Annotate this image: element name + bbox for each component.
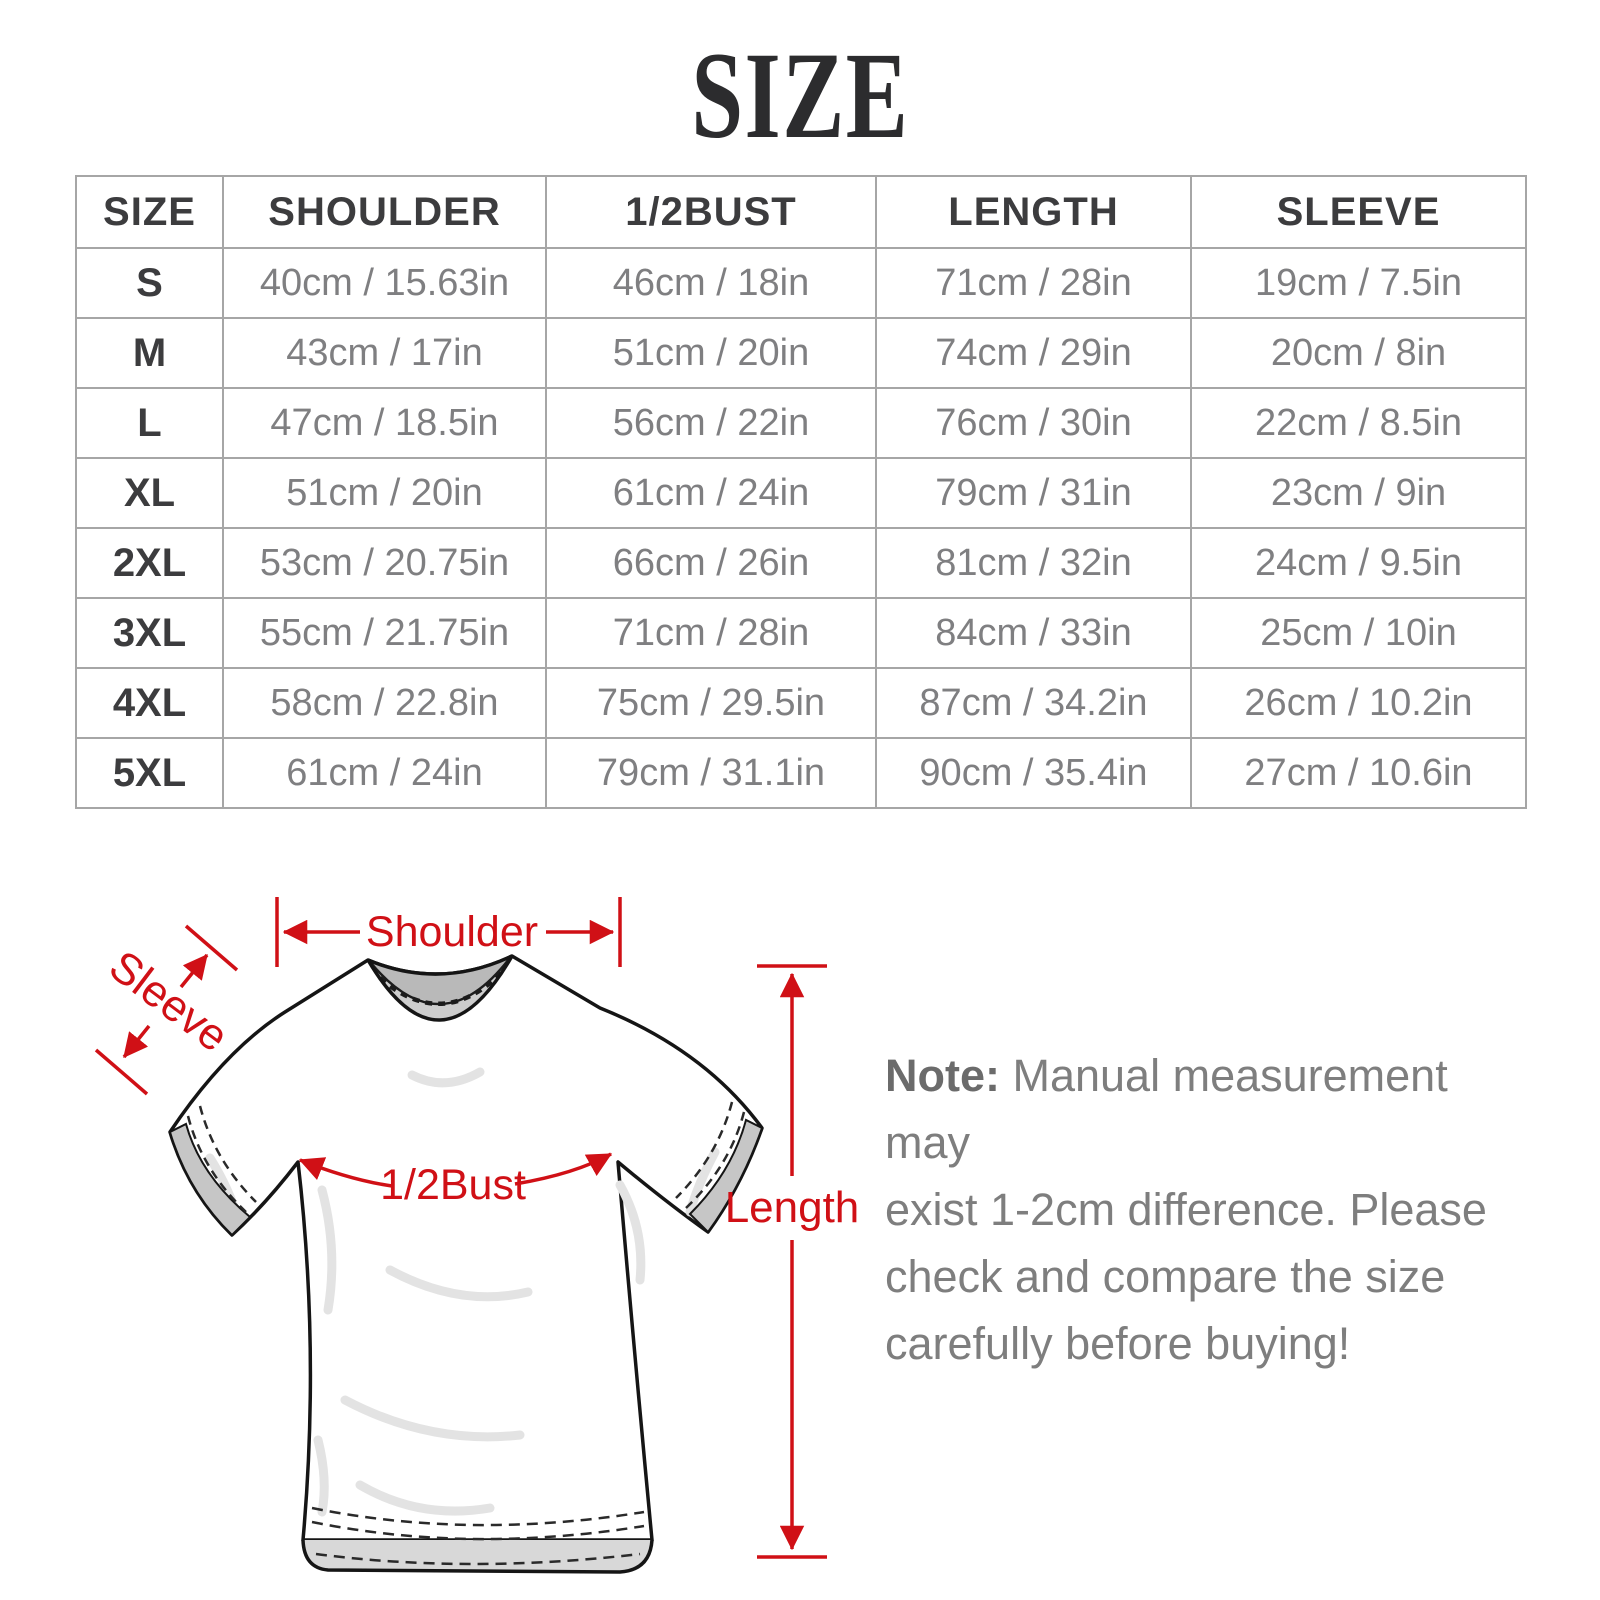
column-header-sleeve: SLEEVE (1190, 175, 1527, 249)
row-size-label: 3XL (75, 597, 224, 669)
table-row: S 40cm / 15.63in 46cm / 18in 71cm / 28in 19c… (75, 247, 1527, 319)
measurement-cell: 27cm / 10.6in (1190, 737, 1527, 809)
measurement-cell: 58cm / 22.8in (222, 667, 547, 739)
table-row: XL 51cm / 20in 61cm / 24in 79cm / 31in 23cm … (75, 457, 1527, 529)
measurement-cell: 61cm / 24in (222, 737, 547, 809)
measurement-cell: 66cm / 26in (545, 527, 877, 599)
measurement-cell: 76cm / 30in (875, 387, 1192, 459)
sleeve-arrow-down (122, 1024, 151, 1059)
measurement-cell: 26cm / 10.2in (1190, 667, 1527, 739)
collar-back-edge (367, 954, 513, 976)
sleeve-tick-lower (94, 1048, 149, 1096)
dimension-annotations (94, 897, 827, 1559)
note-label: Note: (885, 1050, 1000, 1101)
bust-dimension (298, 1152, 613, 1188)
measurement-cell: 20cm / 8in (1190, 317, 1527, 389)
sleeve-label: Sleeve (100, 941, 237, 1061)
hem-roll (301, 1539, 654, 1574)
measurement-cell: 53cm / 20.75in (222, 527, 547, 599)
measurement-cell: 19cm / 7.5in (1190, 247, 1527, 319)
measurement-cell: 90cm / 35.4in (875, 737, 1192, 809)
row-size-label: 5XL (75, 737, 224, 809)
collar-rib-band (368, 956, 512, 1003)
collar-band-edge (370, 958, 510, 1006)
note-line: Note: Manual measurement may (885, 1042, 1525, 1176)
fabric-wrinkles (205, 1067, 720, 1517)
measurement-note: Note: Manual measurement may exist 1-2cm… (885, 1042, 1525, 1377)
table-row: 2XL 53cm / 20.75in 66cm / 26in 81cm / 32in 2… (75, 527, 1527, 599)
column-header-length: LENGTH (875, 175, 1192, 249)
row-size-label: 4XL (75, 667, 224, 739)
tshirt-drawing (168, 954, 764, 1574)
right-cuff (688, 1118, 764, 1234)
measurement-cell: 61cm / 24in (545, 457, 877, 529)
measurement-cell: 24cm / 9.5in (1190, 527, 1527, 599)
shoulder-label: Shoulder (366, 908, 538, 956)
measurement-cell: 75cm / 29.5in (545, 667, 877, 739)
measurement-cell: 87cm / 34.2in (875, 667, 1192, 739)
column-header-size: SIZE (75, 175, 224, 249)
measurement-cell: 56cm / 22in (545, 387, 877, 459)
measurement-cell: 47cm / 18.5in (222, 387, 547, 459)
length-label: Length (725, 1183, 860, 1232)
measurement-cell: 43cm / 17in (222, 317, 547, 389)
measurement-cell: 46cm / 18in (545, 247, 877, 319)
table-row: 4XL 58cm / 22.8in 75cm / 29.5in 87cm / 34.2… (75, 667, 1527, 739)
measurement-cell: 25cm / 10in (1190, 597, 1527, 669)
measurement-cell: 23cm / 9in (1190, 457, 1527, 529)
measurement-cell: 84cm / 33in (875, 597, 1192, 669)
hem-stitches (311, 1506, 645, 1566)
measurement-cell: 74cm / 29in (875, 317, 1192, 389)
page-title-text: SIZE (691, 27, 909, 164)
size-table-header-row: SIZE SHOULDER 1/2BUST LENGTH SLEEVE (75, 175, 1527, 249)
row-size-label: 2XL (75, 527, 224, 599)
measurement-cell: 55cm / 21.75in (222, 597, 547, 669)
bust-arrow-left (298, 1157, 393, 1188)
measurement-cell: 81cm / 32in (875, 527, 1192, 599)
column-header-halfbust: 1/2BUST (545, 175, 877, 249)
table-row: L 47cm / 18.5in 56cm / 22in 76cm / 30in 22cm… (75, 387, 1527, 459)
left-cuff (168, 1122, 252, 1237)
bust-arrow-right (514, 1152, 613, 1186)
table-row: M 43cm / 17in 51cm / 20in 74cm / 29in 20cm /… (75, 317, 1527, 389)
measurement-cell: 79cm / 31.1in (545, 737, 877, 809)
note-line-text: Manual measurement may (885, 1050, 1448, 1168)
shoulder-dimension (275, 897, 622, 967)
table-row: 5XL 61cm / 24in 79cm / 31.1in 90cm / 35.4in… (75, 737, 1527, 809)
note-line: carefully before buying! (885, 1318, 1351, 1369)
measurement-cell: 22cm / 8.5in (1190, 387, 1527, 459)
measurement-cell: 71cm / 28in (875, 247, 1192, 319)
sleeve-dimension (94, 924, 239, 1096)
measurement-cell: 40cm / 15.63in (222, 247, 547, 319)
tshirt-measurement-diagram: Shoulder Sleeve 1/2Bust Length (94, 897, 860, 1574)
page-title: SIZE (0, 34, 1600, 158)
sleeve-tick-upper (184, 924, 239, 972)
size-table-body: S 40cm / 15.63in 46cm / 18in 71cm / 28in 19c… (75, 247, 1527, 809)
size-table: SIZE SHOULDER 1/2BUST LENGTH SLEEVE S 40c… (75, 175, 1527, 809)
tshirt-outline (168, 954, 764, 1542)
column-header-shoulder: SHOULDER (222, 175, 547, 249)
half-bust-label: 1/2Bust (380, 1161, 526, 1209)
measurement-cell: 51cm / 20in (545, 317, 877, 389)
table-row: 3XL 55cm / 21.75in 71cm / 28in 84cm / 33in 2… (75, 597, 1527, 669)
row-size-label: M (75, 317, 224, 389)
row-size-label: XL (75, 457, 224, 529)
note-line: exist 1-2cm difference. Please (885, 1184, 1487, 1235)
row-size-label: S (75, 247, 224, 319)
row-size-label: L (75, 387, 224, 459)
collar-front-scoop (366, 955, 514, 1022)
length-dimension (757, 964, 827, 1559)
measurement-cell: 51cm / 20in (222, 457, 547, 529)
note-line: check and compare the size (885, 1251, 1446, 1302)
sleeve-arrow-up (179, 953, 209, 989)
measurement-cell: 79cm / 31in (875, 457, 1192, 529)
measurement-cell: 71cm / 28in (545, 597, 877, 669)
